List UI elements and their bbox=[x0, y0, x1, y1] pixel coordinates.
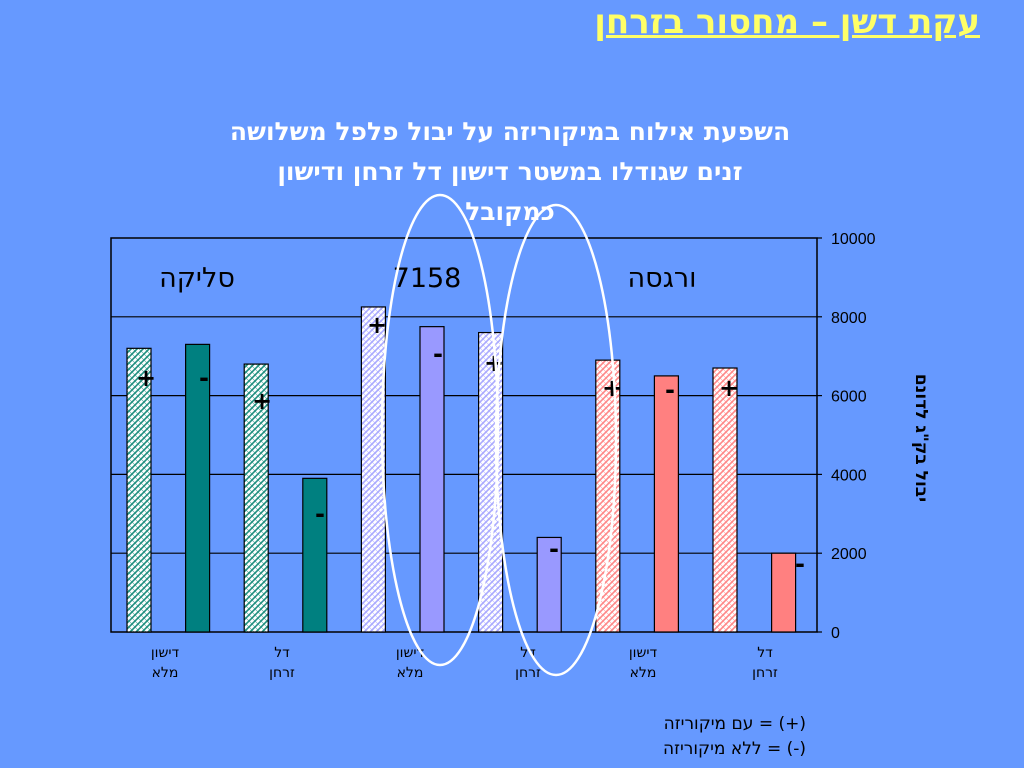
x-group-label: דישון bbox=[396, 645, 425, 661]
x-group-label: זרחן bbox=[752, 665, 778, 681]
y-tick-label: 10000 bbox=[831, 231, 876, 248]
chart-title-line-3: כמקובל bbox=[465, 197, 555, 226]
bar bbox=[302, 477, 328, 633]
bar bbox=[185, 343, 211, 633]
bar-sign-label: - bbox=[315, 500, 325, 528]
slide-title: עקת דשן – מחסור בזרחן bbox=[594, 2, 980, 42]
x-group-label: דישון bbox=[151, 645, 180, 661]
bar-sign-label: + bbox=[367, 311, 387, 339]
highlight-ellipse bbox=[494, 203, 618, 677]
chart-title: השפעת אילוח במיקוריזה על יבול פלפל משלוש… bbox=[120, 112, 900, 232]
bar-sign-label: + bbox=[602, 374, 622, 402]
y-tick-label: 0 bbox=[831, 625, 840, 642]
plot-frame bbox=[110, 237, 818, 633]
bar bbox=[419, 326, 445, 633]
x-group-label: זרחן bbox=[269, 665, 295, 681]
x-group-label: זרחן bbox=[515, 665, 541, 681]
bar bbox=[360, 306, 386, 633]
bar bbox=[770, 552, 797, 633]
x-group-label: דישון bbox=[629, 645, 658, 661]
y-tick-label: 6000 bbox=[831, 389, 867, 406]
y-tick-label: 2000 bbox=[831, 546, 867, 563]
variety-label: סליקה bbox=[159, 263, 235, 294]
bar-sign-label: + bbox=[719, 374, 739, 402]
x-group-label: דל bbox=[757, 645, 773, 661]
x-group-label: מלא bbox=[630, 665, 657, 681]
bar bbox=[712, 367, 738, 633]
variety-label: ורגסה bbox=[628, 263, 697, 294]
chart-title-line-2: זנים שגודלו במשטר דישון דל זרחן ודישון bbox=[277, 157, 743, 186]
bar-sign-label: - bbox=[199, 364, 209, 392]
bar-sign-label: - bbox=[549, 535, 559, 563]
highlight-ellipse bbox=[380, 193, 500, 667]
x-group-label: מלא bbox=[397, 665, 424, 681]
bar-sign-label: - bbox=[665, 376, 675, 404]
y-axis-label: יבול בק"ג לדונם bbox=[911, 374, 931, 502]
chart-title-line-1: השפעת אילוח במיקוריזה על יבול פלפל משלוש… bbox=[229, 117, 791, 146]
variety-label: 7158 bbox=[393, 263, 462, 294]
legend: (+) = עם מיקוריזה (-) = ללא מיקוריזה bbox=[663, 712, 806, 762]
bar bbox=[536, 536, 562, 633]
y-tick-label: 4000 bbox=[831, 467, 867, 484]
legend-with-mycorrhiza: (+) = עם מיקוריזה bbox=[663, 714, 806, 734]
bar bbox=[653, 375, 680, 633]
legend-without-mycorrhiza: (-) = ללא מיקוריזה bbox=[663, 739, 806, 759]
y-tick-label: 8000 bbox=[831, 310, 867, 327]
bar-sign-label: + bbox=[252, 387, 272, 415]
bar-sign-label: + bbox=[136, 364, 156, 392]
bar bbox=[126, 347, 152, 633]
bar bbox=[243, 363, 269, 633]
bar-sign-label: - bbox=[795, 550, 805, 578]
x-group-label: דל bbox=[274, 645, 290, 661]
bar-sign-label: - bbox=[433, 340, 443, 368]
x-group-label: מלא bbox=[152, 665, 179, 681]
